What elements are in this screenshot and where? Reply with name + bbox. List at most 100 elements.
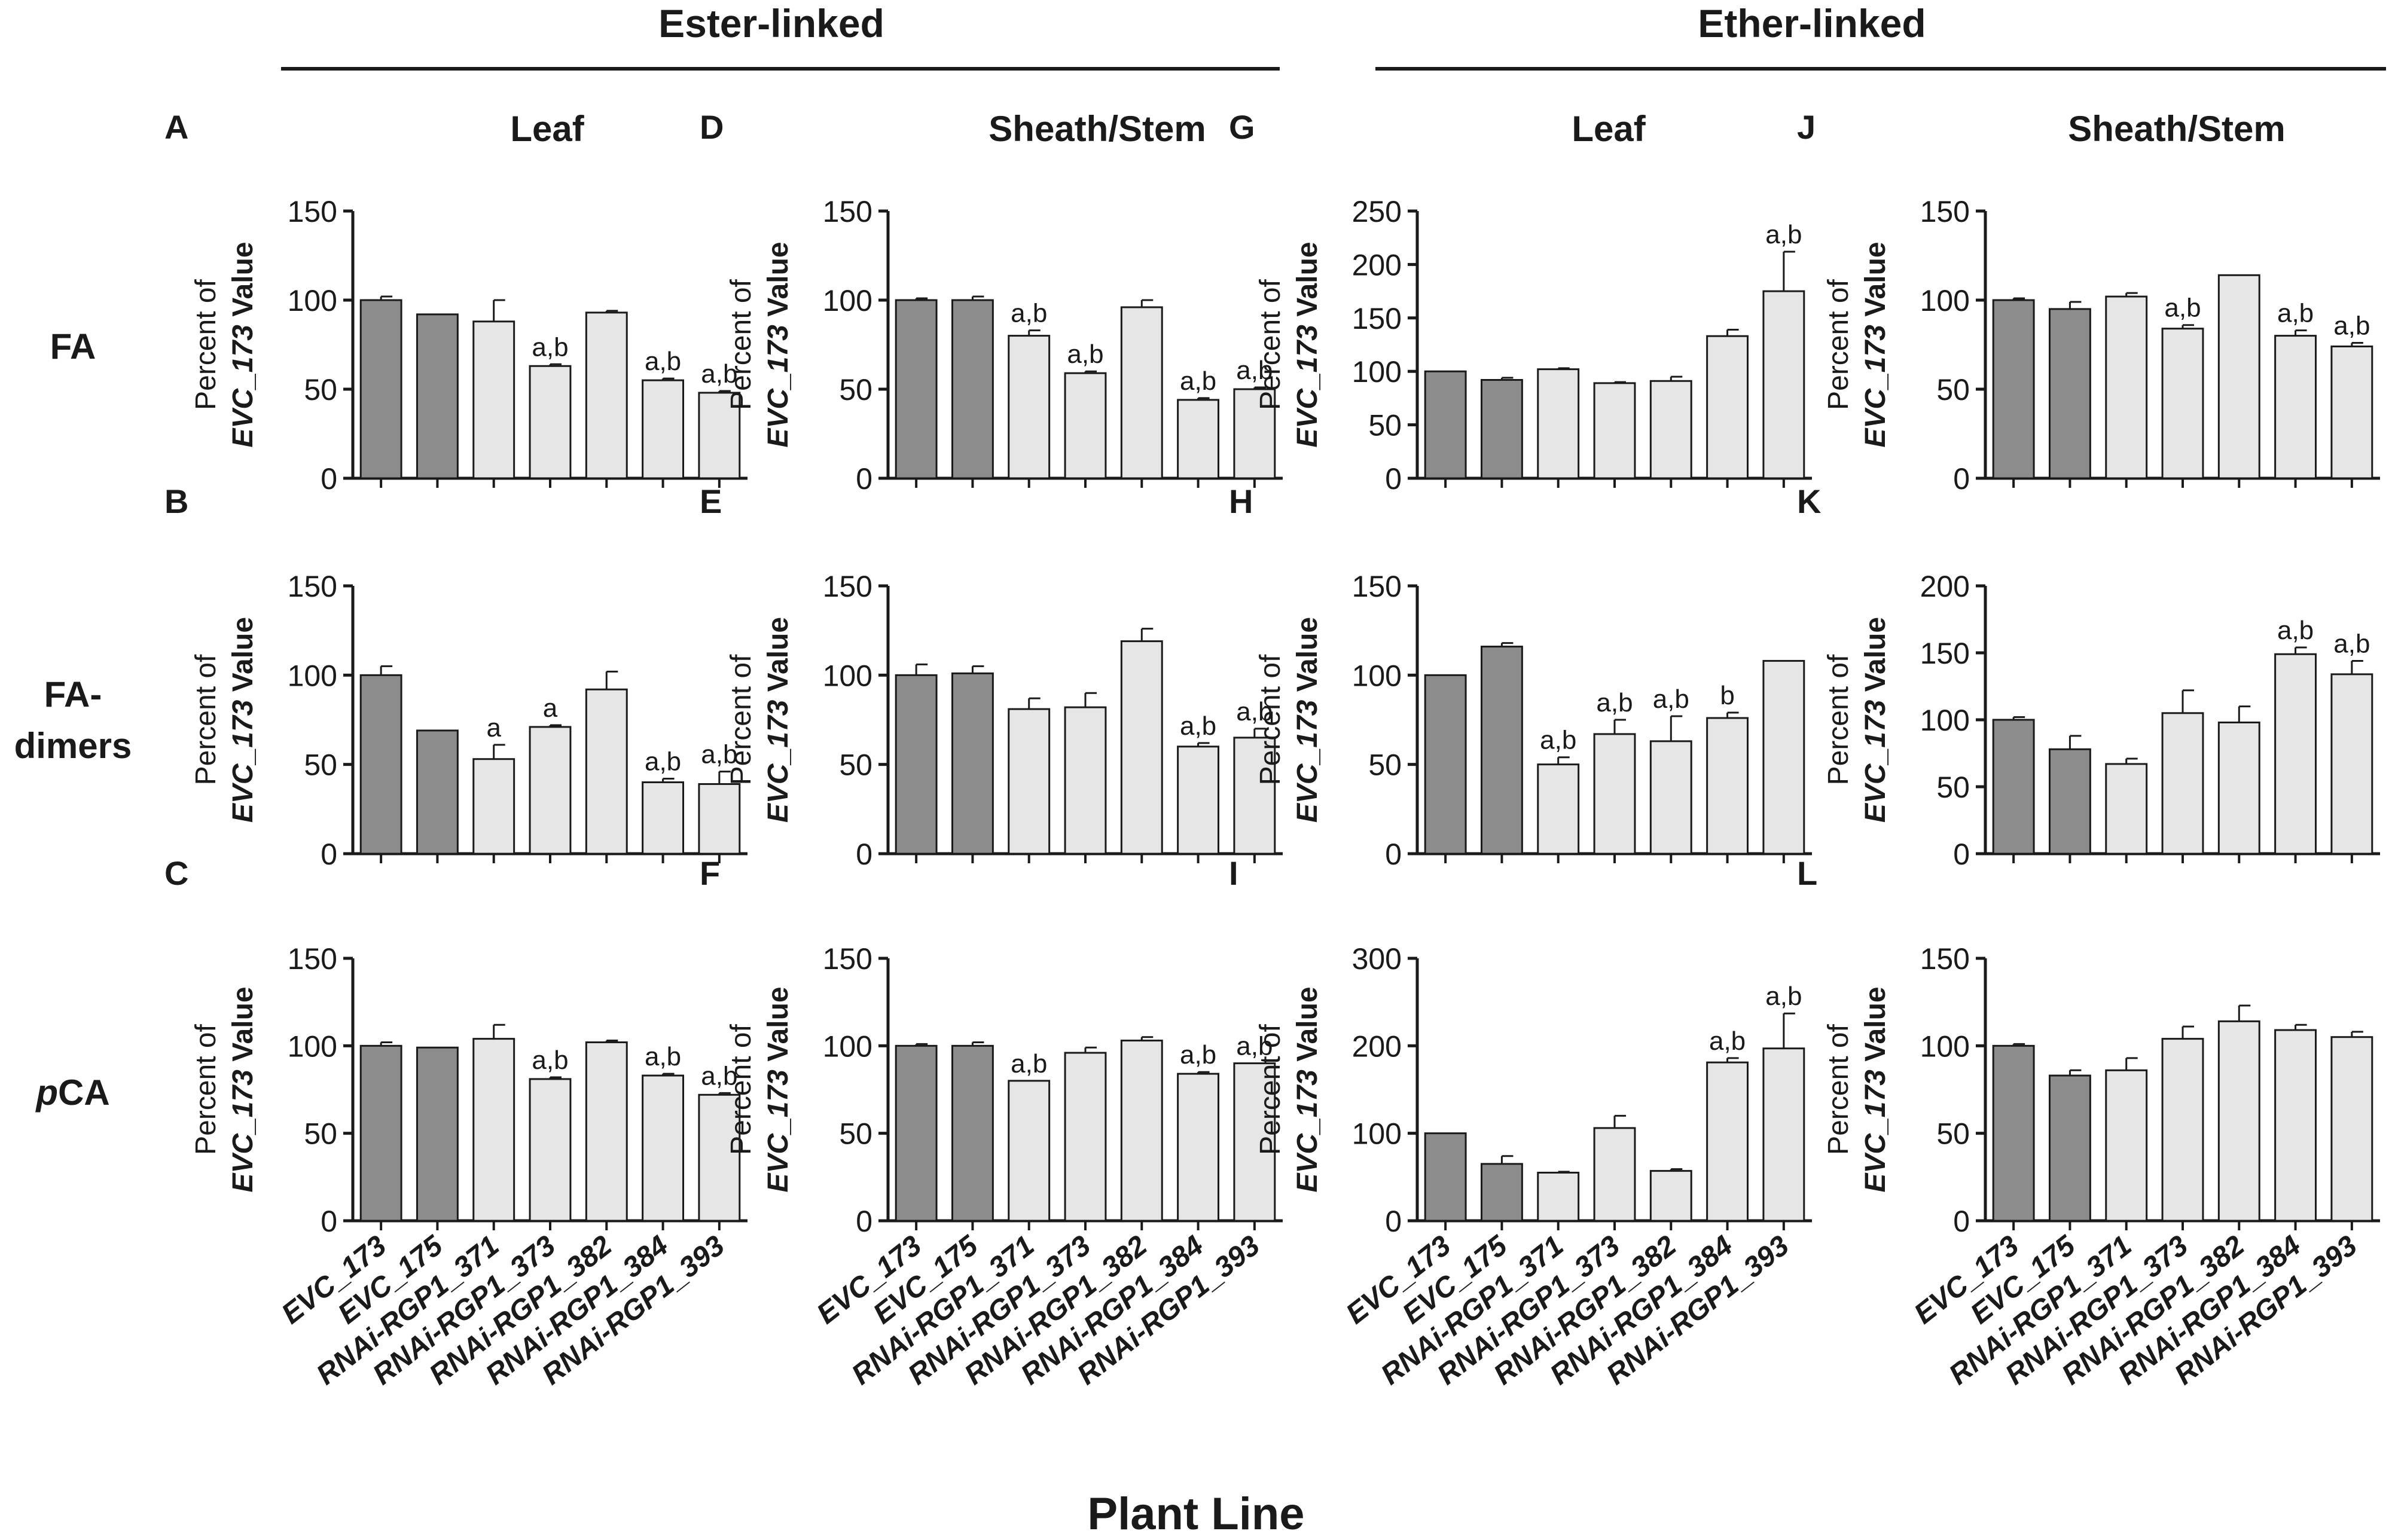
y-tick-label: 150 — [1352, 570, 1402, 603]
bar — [585, 311, 628, 479]
panel-letter: D — [700, 108, 724, 146]
y-tick-label: 100 — [823, 659, 872, 692]
y-axis-label-line1: Percent of — [1823, 279, 1854, 410]
y-tick-label: 100 — [823, 1029, 872, 1063]
y-axis-label: Percent of EVC_173 Value — [1823, 617, 1891, 823]
y-axis-label-italic: EVC_173 — [227, 699, 259, 823]
y-tick-label: 200 — [1920, 570, 1970, 603]
bar — [1649, 740, 1692, 855]
bar — [1706, 1061, 1749, 1222]
significance-label: a,b — [701, 740, 737, 769]
bar — [1762, 659, 1805, 855]
y-tick-label: 50 — [1936, 771, 1970, 804]
bar — [2330, 345, 2373, 479]
bar — [2217, 721, 2260, 855]
y-tick-label: 150 — [1920, 195, 1970, 228]
panel-g: G Percent of EVC_173 Value 0 50 100 150 200 250 a… — [1229, 108, 1812, 496]
row-label-fa-dimers-line1: FA- — [44, 674, 102, 714]
significance-label: a — [486, 713, 501, 742]
panel-letter: E — [700, 482, 722, 520]
significance-label: a,b — [1653, 685, 1689, 714]
bar — [2048, 748, 2091, 855]
bar — [642, 379, 685, 479]
significance-label: a,b — [1180, 366, 1216, 396]
panel-letter: G — [1229, 108, 1255, 146]
significance-label: a,b — [532, 332, 568, 362]
bar — [585, 1041, 628, 1222]
y-tick-label: 50 — [1368, 409, 1402, 442]
bar — [1992, 719, 2035, 855]
y-axis-label-rest: Value — [1292, 617, 1323, 700]
bar — [1064, 372, 1107, 479]
bar — [529, 1078, 572, 1222]
bar — [698, 392, 741, 479]
y-axis-label-italic: EVC_173 — [1860, 699, 1891, 823]
bar — [1480, 379, 1523, 479]
bar — [1008, 335, 1051, 479]
bar — [1537, 763, 1580, 855]
bar — [2048, 1074, 2091, 1222]
panel-letter: F — [700, 854, 720, 892]
y-tick-label: 150 — [1920, 942, 1970, 976]
y-tick-label: 50 — [304, 373, 337, 407]
y-axis-label-line1: Percent of — [190, 279, 222, 410]
y-tick-label: 200 — [1352, 248, 1402, 282]
panel-letter: J — [1797, 108, 1816, 146]
significance-label: a,b — [645, 1042, 681, 1071]
bar — [1537, 368, 1580, 479]
bar — [1537, 1172, 1580, 1222]
y-axis-label-rest: Value — [762, 242, 794, 325]
bar — [359, 674, 402, 855]
bar — [2217, 1020, 2260, 1222]
significance-label: a,b — [1236, 356, 1273, 385]
bar — [698, 1093, 741, 1222]
bar — [2274, 1029, 2317, 1222]
y-tick-label: 100 — [1920, 1029, 1970, 1063]
column-title-ester-leaf: Leaf — [510, 109, 584, 149]
row-label-pca: pCA — [35, 1072, 109, 1113]
significance-label: a,b — [1067, 340, 1103, 369]
column-title-ether-sheath-stem: Sheath/Stem — [2068, 109, 2285, 149]
panel-a: A Percent of EVC_173 Value 0 50 100 150 a,b a,b a… — [164, 108, 748, 496]
y-axis-label: Percent of EVC_173 Value — [1255, 242, 1323, 447]
significance-label: a,b — [1765, 982, 1802, 1011]
significance-label: a — [543, 693, 558, 723]
y-axis-label-rest: Value — [1860, 617, 1891, 700]
y-axis-label-rest: Value — [227, 986, 259, 1070]
y-axis-label: Percent of EVC_173 Value — [725, 242, 794, 447]
bar — [2330, 673, 2373, 855]
y-axis-label-line1: Percent of — [190, 1023, 222, 1154]
significance-label: a,b — [2277, 616, 2314, 645]
panel-i: I Percent of EVC_173 Value 0 100 200 300 EVC_17… — [1229, 854, 1812, 1391]
bar — [1177, 399, 1220, 479]
bar — [472, 758, 515, 855]
y-axis-label: Percent of EVC_173 Value — [190, 617, 259, 823]
significance-label: a,b — [2333, 629, 2370, 658]
y-axis-label-italic: EVC_173 — [227, 1070, 259, 1193]
significance-label: a,b — [2277, 299, 2314, 328]
y-axis-label-line1: Percent of — [190, 654, 222, 785]
significance-label: a,b — [1236, 697, 1273, 726]
y-axis-label-rest: Value — [1860, 986, 1891, 1070]
y-tick-label: 150 — [288, 195, 337, 228]
bar — [951, 672, 994, 855]
y-tick-label: 0 — [856, 838, 872, 871]
y-tick-label: 50 — [1368, 748, 1402, 782]
y-tick-label: 50 — [1936, 373, 1970, 407]
significance-label: a,b — [532, 1046, 568, 1075]
y-tick-label: 0 — [1385, 838, 1402, 871]
y-tick-label: 50 — [839, 748, 872, 782]
significance-label: a,b — [645, 347, 681, 376]
panel-letter: A — [164, 108, 188, 146]
panel-h: H Percent of EVC_173 Value 0 50 100 150 a,b a,b a… — [1229, 482, 1812, 871]
panel-letter: C — [164, 854, 188, 892]
y-tick-label: 100 — [288, 284, 337, 317]
significance-label: a,b — [701, 359, 737, 389]
bar — [2105, 295, 2148, 479]
bar — [585, 688, 628, 855]
bar — [2161, 328, 2204, 479]
y-axis-label-italic: EVC_173 — [227, 325, 259, 448]
panel-k: K Percent of EVC_173 Value 0 50 100 150 200 a,b a… — [1797, 482, 2380, 871]
